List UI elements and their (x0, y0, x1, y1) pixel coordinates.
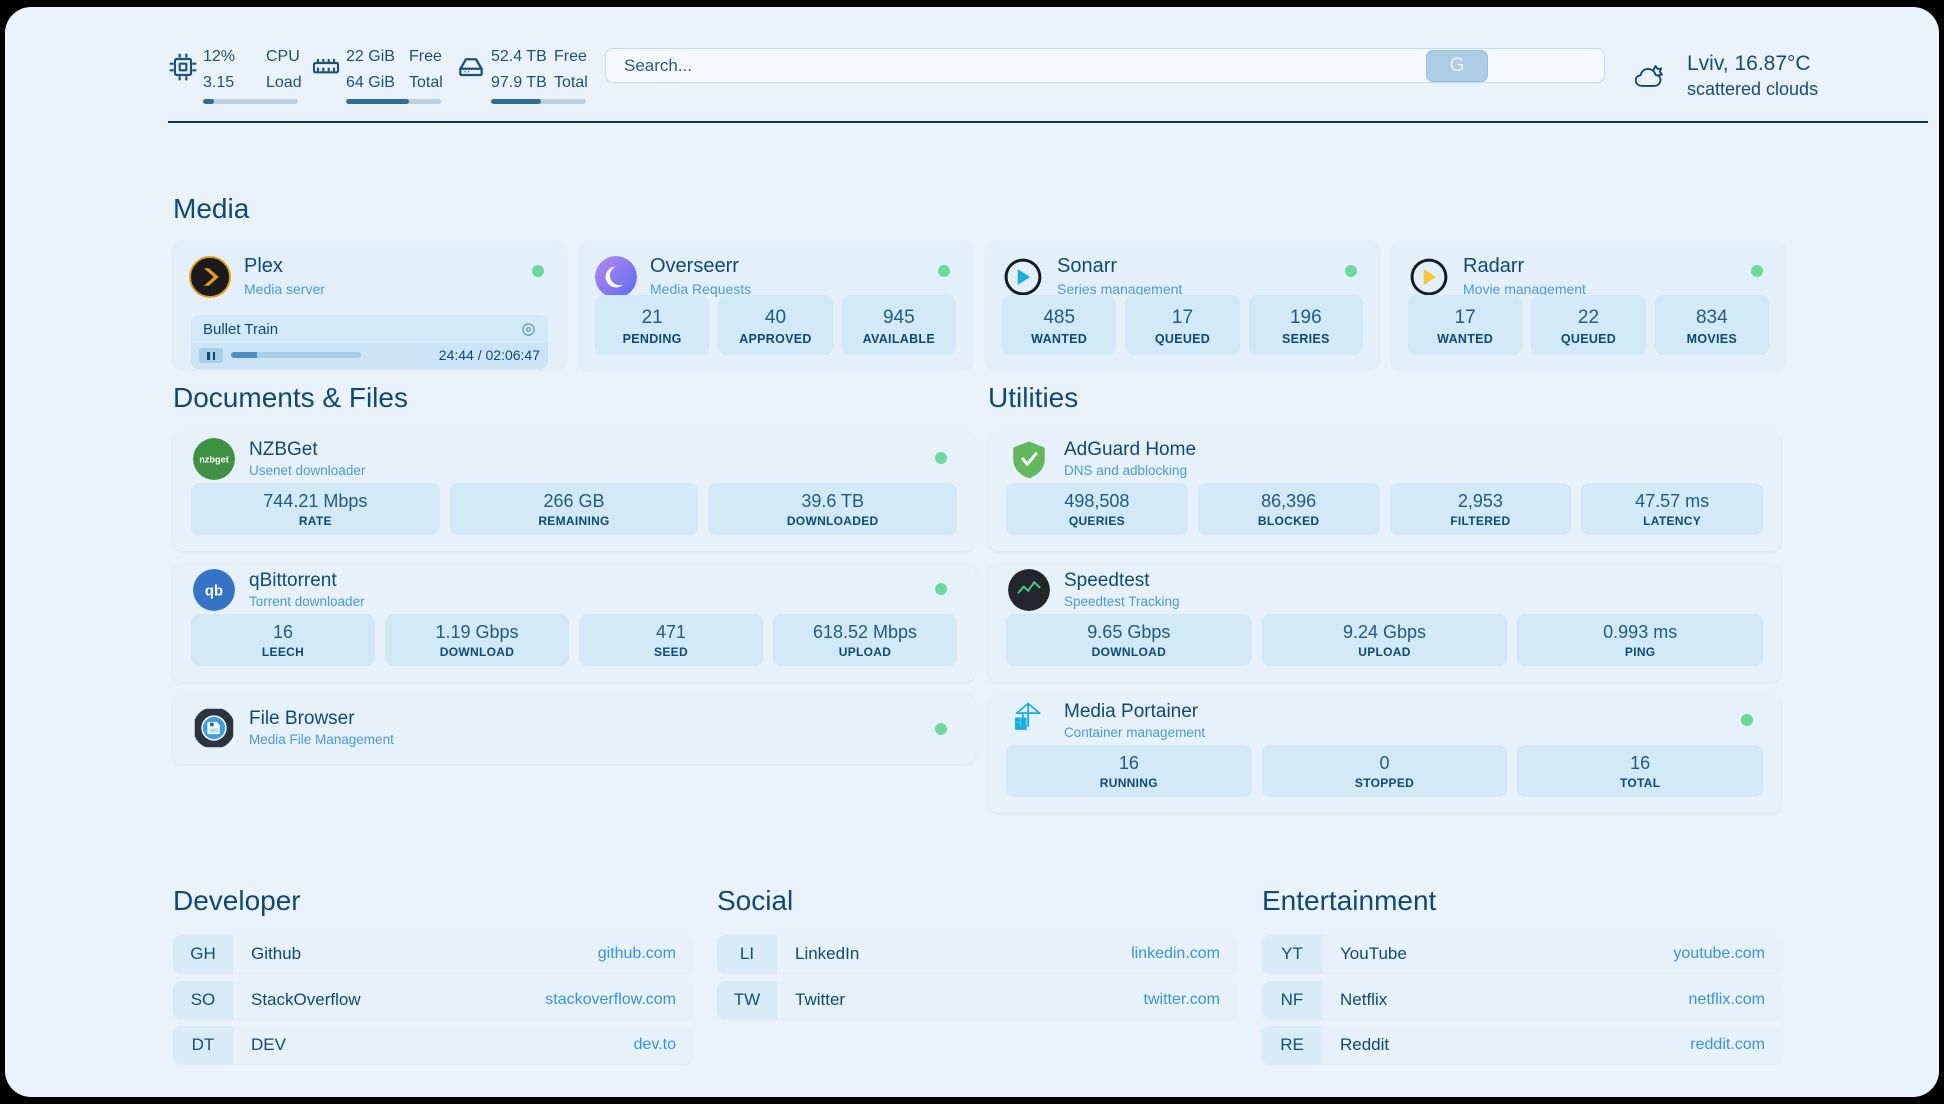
svg-text:nzbget: nzbget (199, 455, 229, 465)
svg-text:qb: qb (205, 583, 223, 599)
